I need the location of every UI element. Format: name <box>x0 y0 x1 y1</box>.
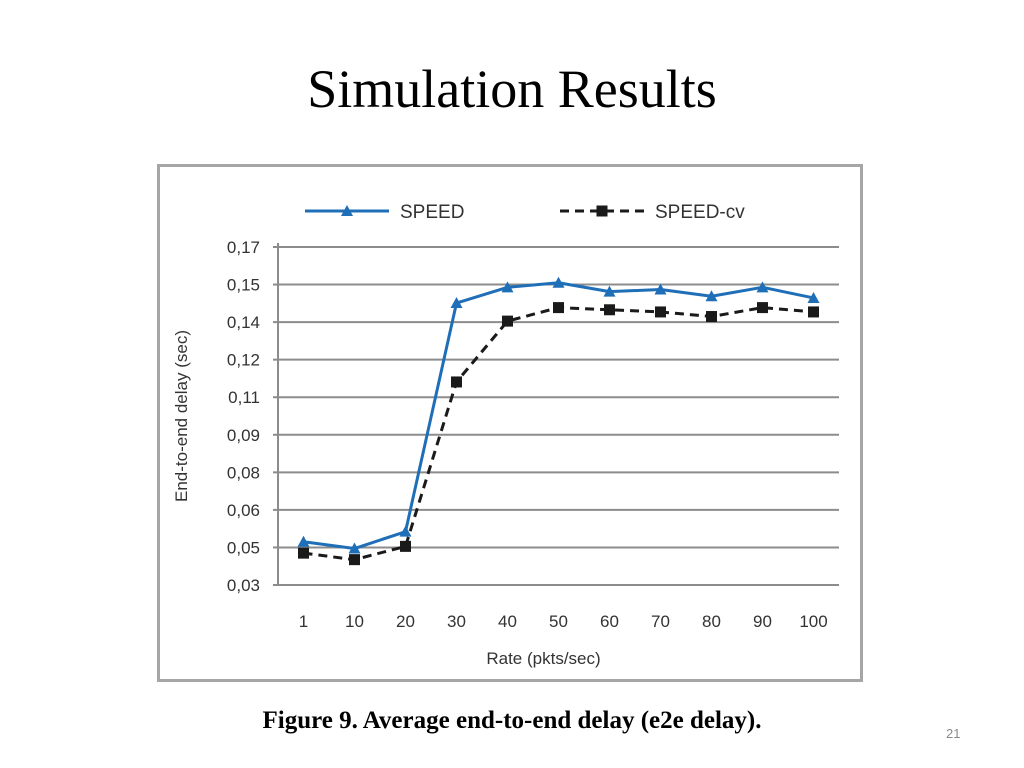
x-tick-label: 30 <box>447 612 466 631</box>
slide-title: Simulation Results <box>307 59 717 119</box>
series-line-speed-cv <box>303 306 814 562</box>
data-point <box>502 315 513 327</box>
y-tick-label: 0,14 <box>227 313 260 332</box>
x-axis-title: Rate (pkts/sec) <box>486 649 600 668</box>
y-tick-label: 0,12 <box>227 351 260 370</box>
data-point <box>756 281 769 293</box>
data-point <box>501 281 514 293</box>
slide-number: 21 <box>946 726 961 741</box>
x-tick-label: 60 <box>600 612 619 631</box>
x-tick-label: 80 <box>702 612 721 631</box>
data-point <box>297 535 310 547</box>
x-tick-label: 10 <box>345 612 364 631</box>
data-point <box>349 554 360 566</box>
x-tick-label: 20 <box>396 612 415 631</box>
x-tick-label: 90 <box>753 612 772 631</box>
data-point <box>604 304 615 316</box>
y-tick-label: 0,06 <box>227 501 260 520</box>
legend-label: SPEED-cv <box>655 202 745 223</box>
data-point <box>705 290 718 302</box>
data-point <box>451 376 462 388</box>
data-point <box>552 276 565 288</box>
data-point <box>757 302 768 314</box>
y-tick-label: 0,05 <box>227 538 260 557</box>
x-tick-label: 50 <box>549 612 568 631</box>
legend-marker <box>341 205 353 216</box>
data-point <box>807 291 820 303</box>
figure-caption: Figure 9. Average end-to-end delay (e2e … <box>262 707 762 734</box>
data-point <box>450 297 463 309</box>
x-tick-label: 70 <box>651 612 670 631</box>
data-point <box>348 542 361 554</box>
data-point <box>298 547 309 559</box>
y-tick-label: 0,17 <box>227 238 260 257</box>
data-point <box>553 302 564 314</box>
y-tick-label: 0,11 <box>228 388 260 407</box>
data-point <box>655 306 666 318</box>
data-point <box>400 540 411 552</box>
y-tick-label: 0,08 <box>227 463 260 482</box>
line-chart: 0,03 0,05 0,06 0,08 0,09 0,11 0,12 0,14 0,15 0,17… <box>172 202 839 668</box>
data-point <box>808 306 819 318</box>
data-point <box>603 285 616 297</box>
legend-marker <box>596 205 608 217</box>
y-tick-label: 0,03 <box>227 576 260 595</box>
y-tick-label: 0,15 <box>227 276 260 295</box>
data-point <box>706 311 717 323</box>
x-tick-label: 100 <box>799 612 827 631</box>
y-tick-label: 0,09 <box>227 426 260 445</box>
data-point <box>654 283 667 295</box>
legend-label: SPEED <box>400 202 464 223</box>
x-tick-label: 1 <box>299 612 308 631</box>
y-axis-title: End-to-end delay (sec) <box>172 330 191 502</box>
data-point <box>399 525 412 537</box>
figure-frame: 0,03 0,05 0,06 0,08 0,09 0,11 0,12 0,14 0,15 0,17… <box>157 164 863 682</box>
x-tick-label: 40 <box>498 612 517 631</box>
